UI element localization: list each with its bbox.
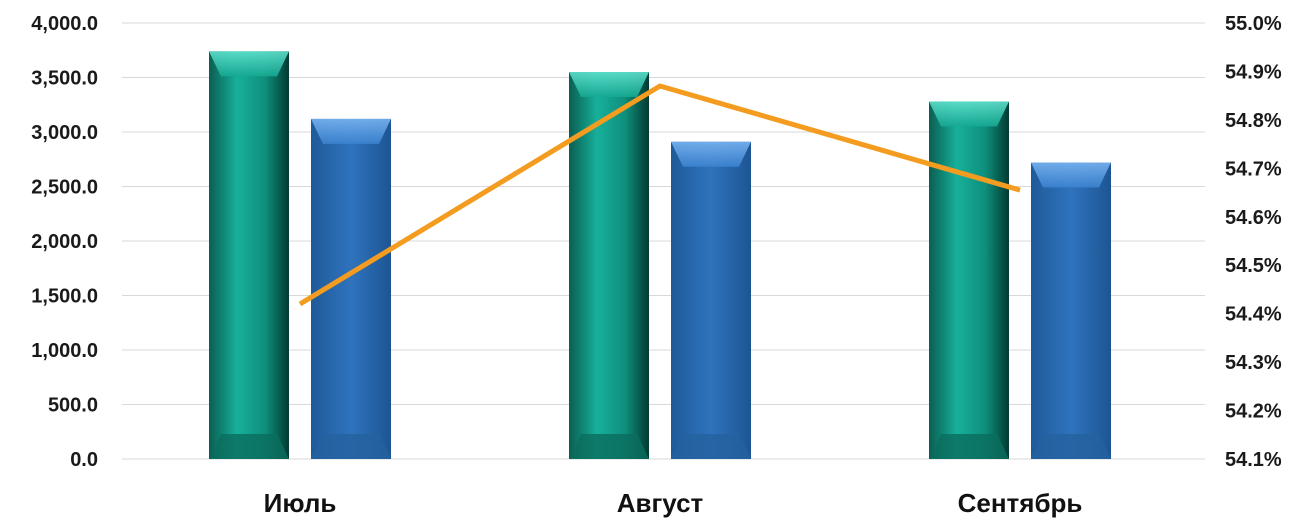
bar-series-2 (1031, 162, 1111, 459)
right-tick-label: 54.1% (1225, 449, 1282, 471)
bar-bevel-top (1031, 162, 1111, 188)
bar-bevel-top (311, 118, 391, 144)
right-tick-label: 54.3% (1225, 352, 1282, 374)
right-tick-label: 54.8% (1225, 110, 1282, 132)
left-tick-label: 0.0 (70, 449, 98, 471)
bar-series-1 (929, 101, 1009, 459)
right-tick-label: 54.9% (1225, 61, 1282, 83)
left-tick-label: 500.0 (48, 395, 98, 417)
gridlines (122, 22, 1205, 460)
bar-body (929, 101, 1009, 459)
line-series-path (298, 83, 1021, 307)
bar-body (1031, 162, 1111, 459)
bar-bevel-top (929, 101, 1009, 127)
right-axis: 54.1% 54.2% 54.3% 54.4% 54.5% 54.6% 54.7% 54.8%… (1225, 13, 1282, 471)
right-tick-label: 54.6% (1225, 207, 1282, 229)
right-tick-label: 54.7% (1225, 158, 1282, 180)
bar-series-1 (209, 51, 289, 460)
bar-bevel-bottom (209, 434, 289, 459)
bar-series-2 (311, 118, 391, 460)
bar-body (569, 72, 649, 460)
left-tick-label: 2,500.0 (31, 177, 98, 199)
category-label: Июль (264, 488, 337, 518)
line-series (298, 83, 1021, 307)
right-tick-label: 55.0% (1225, 13, 1282, 35)
right-tick-label: 54.5% (1225, 255, 1282, 277)
bar-bevel-bottom (671, 434, 751, 459)
left-tick-label: 1,500.0 (31, 286, 98, 308)
left-tick-label: 3,000.0 (31, 122, 98, 144)
category-label: Сентябрь (958, 488, 1083, 518)
right-tick-label: 54.4% (1225, 304, 1282, 326)
bar-bevel-top (569, 72, 649, 98)
left-tick-label: 2,000.0 (31, 231, 98, 253)
bar-bevel-bottom (1031, 434, 1111, 459)
left-tick-label: 4,000.0 (31, 13, 98, 35)
x-axis: Июль Август Сентябрь (264, 488, 1083, 518)
left-tick-label: 3,500.0 (31, 68, 98, 90)
left-tick-label: 1,000.0 (31, 340, 98, 362)
bar-bevel-bottom (929, 434, 1009, 459)
bar-bevel-bottom (569, 434, 649, 459)
category-label: Август (617, 488, 704, 518)
left-axis: 0.0 500.0 1,000.0 1,500.0 2,000.0 2,500.0 3,00… (31, 13, 98, 471)
bar-series-2 (671, 141, 751, 459)
bar-bevel-top (671, 141, 751, 167)
bar-series-1 (569, 72, 649, 460)
bar-body (209, 51, 289, 460)
bar-body (671, 141, 751, 459)
bars (209, 51, 1111, 460)
bar-bevel-bottom (311, 434, 391, 459)
bar-bevel-top (209, 51, 289, 77)
right-tick-label: 54.2% (1225, 401, 1282, 423)
